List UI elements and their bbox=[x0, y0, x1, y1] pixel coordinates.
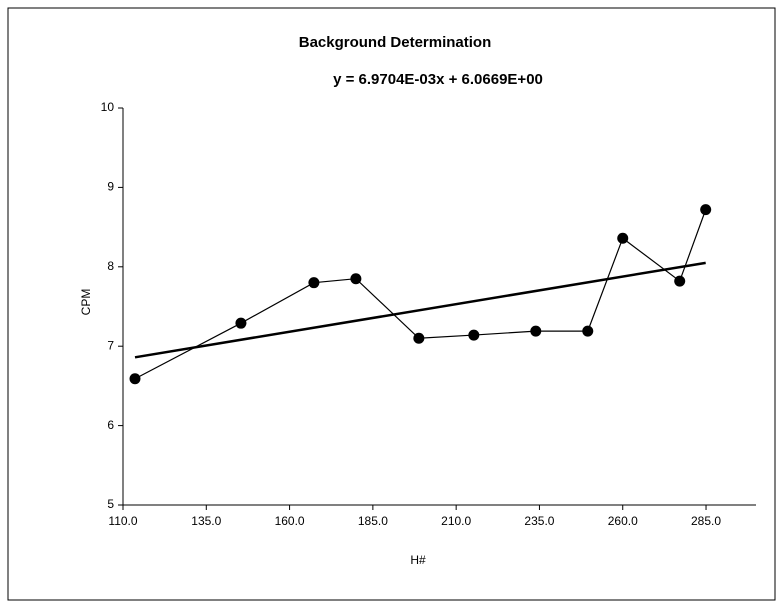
data-point bbox=[413, 332, 425, 344]
y-axis-label: CPM bbox=[79, 289, 93, 316]
x-tick-label: 110.0 bbox=[108, 514, 137, 528]
y-tick-label: 7 bbox=[107, 338, 114, 352]
trendline-equation: y = 6.9704E-03x + 6.0669E+00 bbox=[333, 71, 543, 88]
y-tick-label: 10 bbox=[101, 100, 115, 114]
x-tick-label: 185.0 bbox=[358, 514, 388, 528]
data-point bbox=[468, 329, 480, 341]
x-tick-label: 210.0 bbox=[441, 514, 471, 528]
chart-frame bbox=[7, 7, 776, 601]
data-point bbox=[235, 317, 247, 329]
y-tick-label: 9 bbox=[107, 180, 114, 194]
data-point bbox=[617, 232, 629, 244]
x-axis-label: H# bbox=[410, 553, 426, 567]
x-tick-label: 260.0 bbox=[608, 514, 638, 528]
y-tick-label: 5 bbox=[107, 497, 114, 511]
trendline bbox=[134, 261, 706, 359]
y-tick-label: 8 bbox=[107, 259, 114, 273]
x-tick-label: 160.0 bbox=[275, 514, 305, 528]
data-point bbox=[350, 273, 362, 285]
y-tick-label: 6 bbox=[107, 418, 114, 432]
data-point bbox=[700, 204, 712, 216]
data-point bbox=[674, 275, 686, 287]
data-point bbox=[582, 325, 594, 337]
x-tick-label: 285.0 bbox=[691, 514, 721, 528]
x-tick-label: 135.0 bbox=[191, 514, 221, 528]
data-point bbox=[530, 325, 542, 337]
data-point bbox=[129, 373, 141, 385]
x-tick-label: 235.0 bbox=[524, 514, 554, 528]
chart-title: Background Determination bbox=[299, 34, 492, 51]
data-point bbox=[308, 277, 320, 289]
